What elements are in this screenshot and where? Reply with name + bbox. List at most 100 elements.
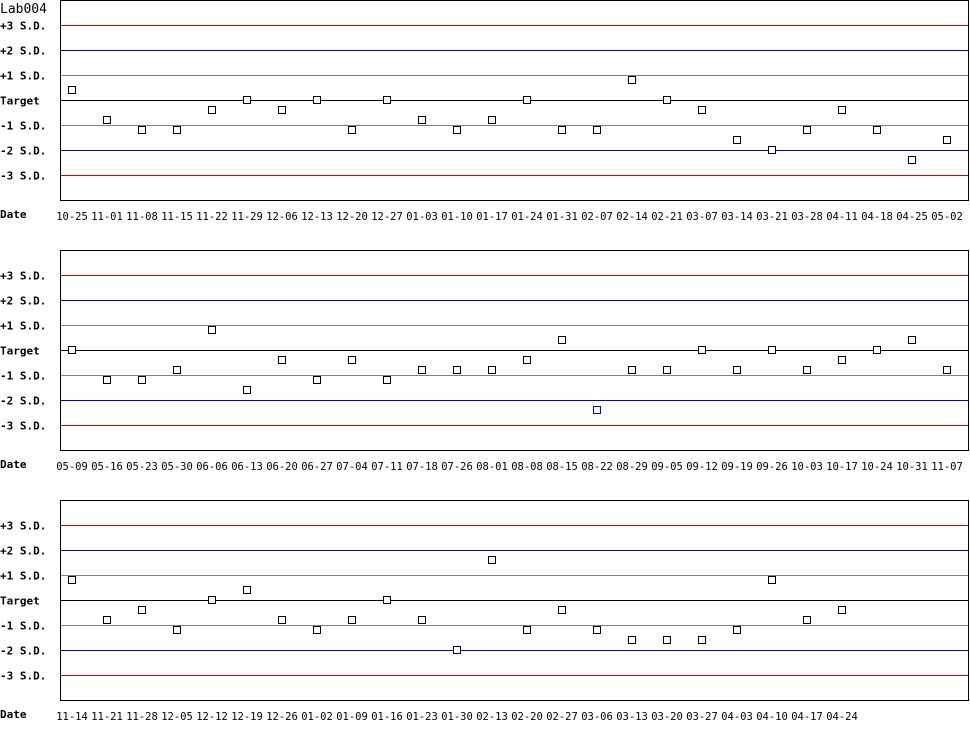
data-point bbox=[453, 126, 461, 134]
x-tick-label: 07-11 bbox=[371, 461, 403, 473]
data-point bbox=[173, 626, 181, 634]
data-point bbox=[313, 626, 321, 634]
y-tick-label: +1 S.D. bbox=[0, 70, 46, 83]
x-tick-label: 04-10 bbox=[756, 711, 788, 723]
x-tick-label: 12-06 bbox=[266, 211, 298, 223]
data-point bbox=[208, 106, 216, 114]
data-point bbox=[453, 366, 461, 374]
x-tick-label: 03-20 bbox=[651, 711, 683, 723]
data-point bbox=[803, 366, 811, 374]
x-tick-label: 05-09 bbox=[56, 461, 88, 473]
panel-3: +3 S.D. +2 S.D. +1 S.D. Target -1 S.D. -2 S.D… bbox=[0, 500, 969, 723]
x-tick-label: 10-24 bbox=[861, 461, 893, 473]
x-tick-label: 04-24 bbox=[826, 711, 858, 723]
x-tick-label: 03-28 bbox=[791, 211, 823, 223]
x-tick-label: 01-02 bbox=[301, 711, 333, 723]
x-tick-label: 03-13 bbox=[616, 711, 648, 723]
x-tick-label: 01-31 bbox=[546, 211, 578, 223]
y-tick-label: -3 S.D. bbox=[0, 670, 46, 683]
data-point bbox=[453, 646, 461, 654]
data-point bbox=[488, 556, 496, 564]
data-point bbox=[488, 366, 496, 374]
data-point bbox=[138, 126, 146, 134]
data-point bbox=[243, 586, 251, 594]
y-tick-label: +1 S.D. bbox=[0, 320, 46, 333]
y-tick-label: +3 S.D. bbox=[0, 270, 46, 283]
data-point bbox=[278, 616, 286, 624]
data-point bbox=[173, 366, 181, 374]
data-point bbox=[943, 136, 951, 144]
x-tick-label: 03-14 bbox=[721, 211, 753, 223]
panel-1: Lab004 +3 S.D. +2 S.D. +1 S.D. Target -1 S.D.… bbox=[0, 0, 969, 223]
data-point bbox=[558, 336, 566, 344]
x-tick-label: 08-08 bbox=[511, 461, 543, 473]
data-point bbox=[628, 366, 636, 374]
x-tick-label: 06-06 bbox=[196, 461, 228, 473]
x-tick-label: 06-13 bbox=[231, 461, 263, 473]
data-point bbox=[698, 106, 706, 114]
plot-border bbox=[60, 500, 969, 701]
x-tick-label: 10-17 bbox=[826, 461, 858, 473]
data-point bbox=[313, 96, 321, 104]
data-point bbox=[68, 576, 76, 584]
data-point bbox=[803, 126, 811, 134]
data-point bbox=[208, 596, 216, 604]
data-point bbox=[348, 356, 356, 364]
x-tick-label: 05-30 bbox=[161, 461, 193, 473]
x-tick-label: 08-01 bbox=[476, 461, 508, 473]
data-point bbox=[803, 616, 811, 624]
data-point bbox=[768, 146, 776, 154]
y-tick-label: Target bbox=[0, 595, 40, 608]
data-point bbox=[523, 96, 531, 104]
x-tick-label: 09-19 bbox=[721, 461, 753, 473]
data-point bbox=[173, 126, 181, 134]
data-point bbox=[208, 326, 216, 334]
data-point bbox=[383, 96, 391, 104]
x-tick-label: 01-03 bbox=[406, 211, 438, 223]
data-point bbox=[523, 626, 531, 634]
x-tick-label: 01-23 bbox=[406, 711, 438, 723]
chart-title: Lab004 bbox=[0, 2, 47, 17]
data-point bbox=[348, 616, 356, 624]
x-tick-label: 08-22 bbox=[581, 461, 613, 473]
x-tick-label: 11-28 bbox=[126, 711, 158, 723]
data-point bbox=[278, 356, 286, 364]
data-point bbox=[943, 366, 951, 374]
x-tick-label: 03-07 bbox=[686, 211, 718, 223]
y-tick-label: +2 S.D. bbox=[0, 45, 46, 58]
x-tick-label: 05-02 bbox=[931, 211, 963, 223]
data-point bbox=[733, 366, 741, 374]
data-point bbox=[733, 136, 741, 144]
y-tick-label: +2 S.D. bbox=[0, 295, 46, 308]
x-tick-label: 05-16 bbox=[91, 461, 123, 473]
data-point bbox=[103, 376, 111, 384]
data-point bbox=[243, 386, 251, 394]
data-point bbox=[383, 596, 391, 604]
y-tick-label: Target bbox=[0, 95, 40, 108]
data-point bbox=[418, 116, 426, 124]
data-point bbox=[593, 626, 601, 634]
x-tick-label: 02-27 bbox=[546, 711, 578, 723]
x-tick-label: 11-29 bbox=[231, 211, 263, 223]
x-tick-label: 01-30 bbox=[441, 711, 473, 723]
x-tick-label: 01-17 bbox=[476, 211, 508, 223]
x-tick-label: 01-16 bbox=[371, 711, 403, 723]
data-point bbox=[628, 76, 636, 84]
x-tick-label: 11-22 bbox=[196, 211, 228, 223]
plot-border bbox=[60, 250, 969, 451]
x-tick-label: 08-15 bbox=[546, 461, 578, 473]
data-point bbox=[628, 636, 636, 644]
x-tick-label: 07-26 bbox=[441, 461, 473, 473]
data-point bbox=[908, 156, 916, 164]
y-tick-label: +1 S.D. bbox=[0, 570, 46, 583]
x-tick-label: 12-27 bbox=[371, 211, 403, 223]
x-tick-label: 12-20 bbox=[336, 211, 368, 223]
y-tick-label: +2 S.D. bbox=[0, 545, 46, 558]
x-tick-label: 10-25 bbox=[56, 211, 88, 223]
y-tick-label: -1 S.D. bbox=[0, 120, 46, 133]
x-tick-label: 02-13 bbox=[476, 711, 508, 723]
x-tick-label: 04-17 bbox=[791, 711, 823, 723]
data-point bbox=[103, 116, 111, 124]
x-tick-label: 11-15 bbox=[161, 211, 193, 223]
